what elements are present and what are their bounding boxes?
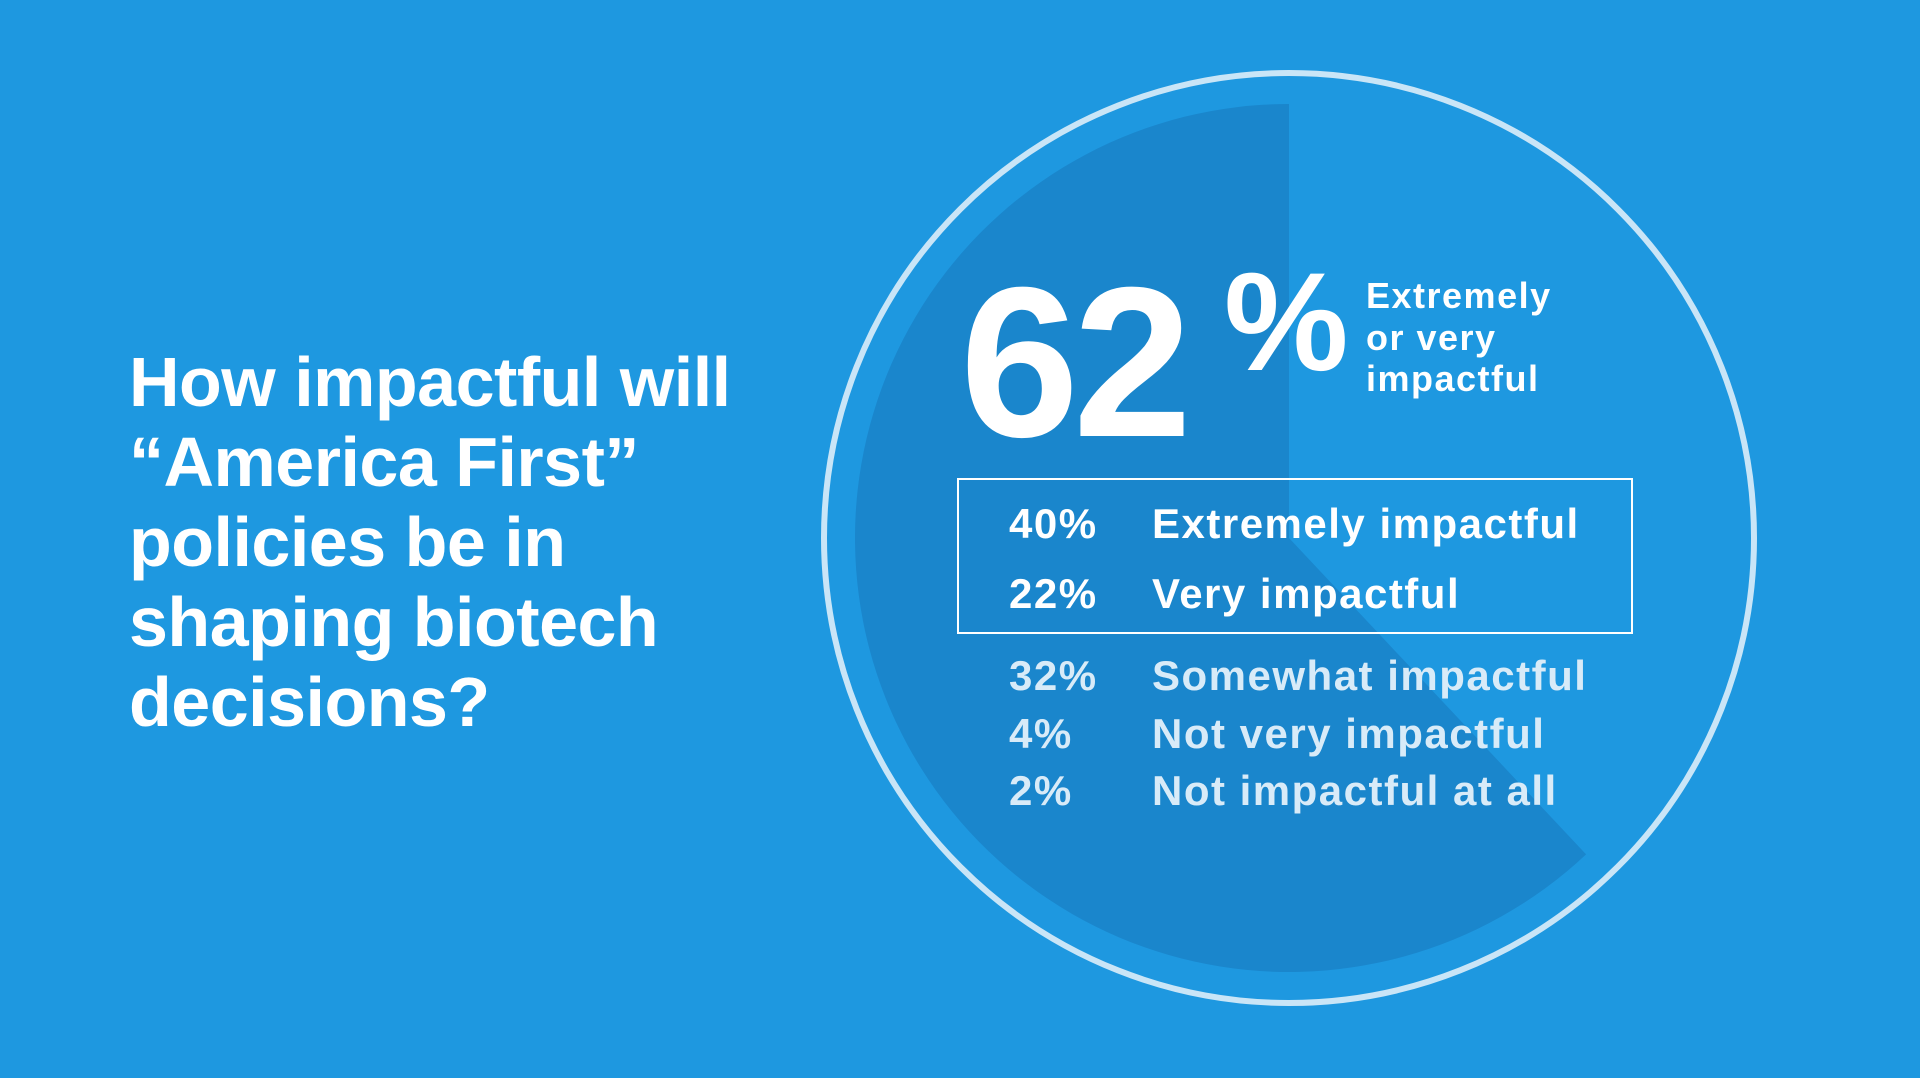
data-label-value: 4% — [1009, 710, 1073, 757]
data-label-value: 32% — [1009, 652, 1098, 699]
highlight-label-line: Extremely — [1366, 275, 1552, 316]
data-label-value: 40% — [1009, 500, 1098, 547]
data-label-category: Extremely impactful — [1152, 500, 1580, 547]
pie-outline-ring — [821, 70, 1757, 1006]
question-line: decisions? — [129, 663, 490, 741]
data-label-category: Not impactful at all — [1152, 767, 1558, 814]
highlight-label-line: or very — [1366, 317, 1497, 358]
highlight-percent-sign: % — [1224, 243, 1348, 400]
data-label-value: 2% — [1009, 767, 1073, 814]
highlight-value: 62 — [960, 243, 1186, 482]
question-line: How impactful will — [129, 343, 731, 421]
question-heading: How impactful will “America First” polic… — [129, 342, 769, 742]
data-label-category: Very impactful — [1152, 570, 1460, 617]
question-line: policies be in — [129, 503, 566, 581]
data-label-category: Somewhat impactful — [1152, 652, 1587, 699]
highlight-label-line: impactful — [1366, 358, 1540, 399]
question-line: shaping biotech — [129, 583, 659, 661]
highlight-box — [957, 478, 1633, 634]
data-label-value: 22% — [1009, 570, 1098, 617]
data-label-category: Not very impactful — [1152, 710, 1545, 757]
pie-slice-extremely-or-very — [855, 104, 1587, 972]
question-line: “America First” — [129, 423, 639, 501]
